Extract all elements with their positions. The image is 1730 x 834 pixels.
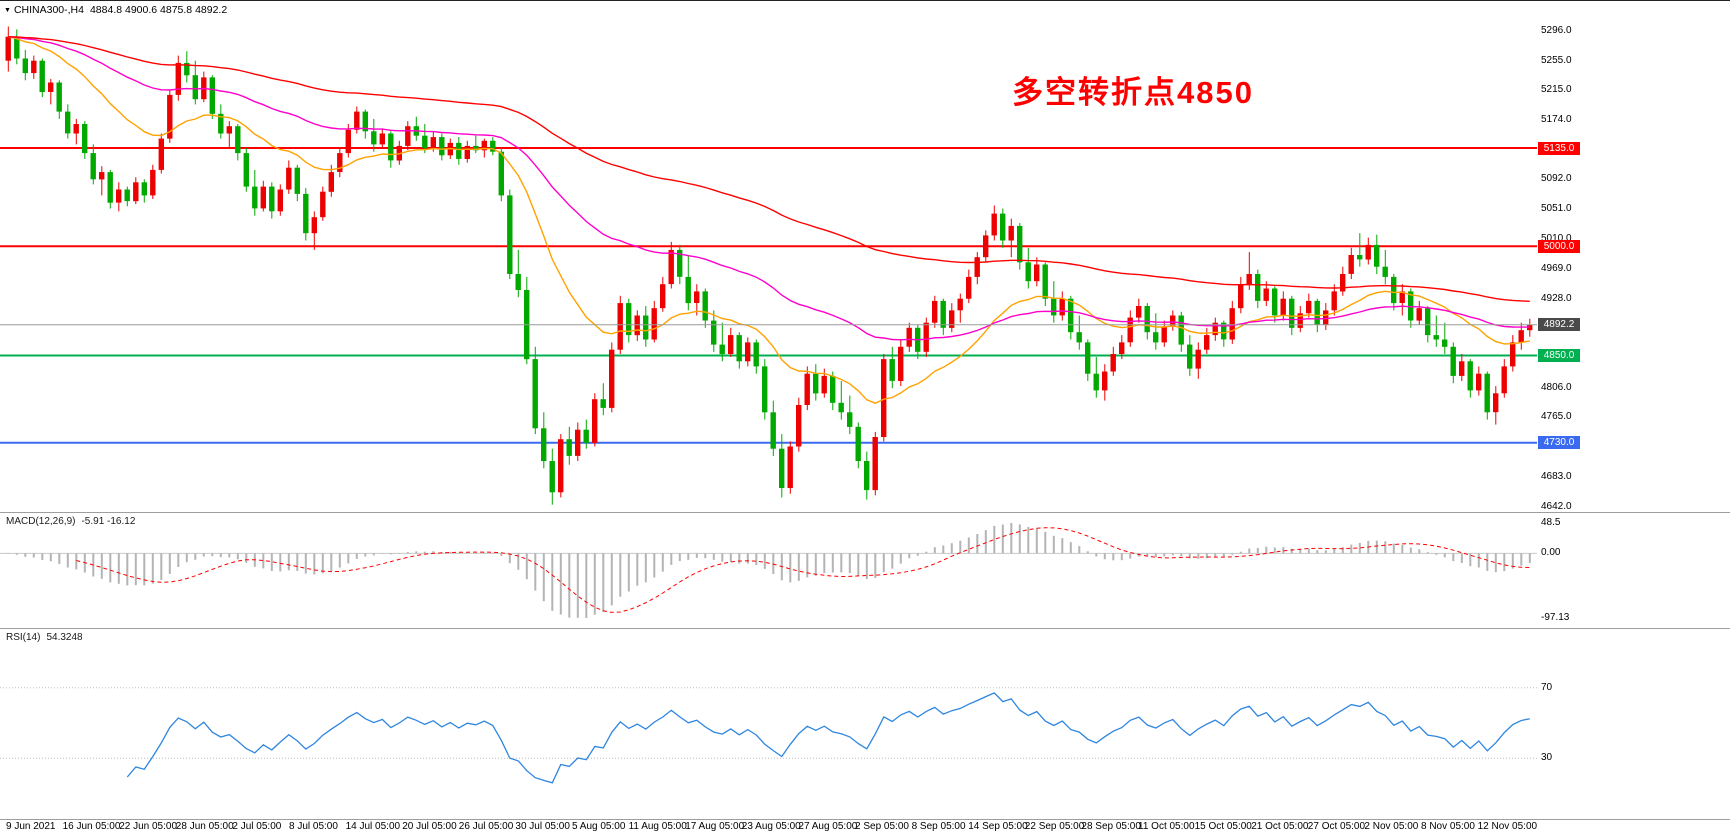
rsi-value: 54.3248 bbox=[46, 632, 83, 643]
rsi-tick-label: 70 bbox=[1541, 681, 1553, 693]
time-axis-label: 30 Jul 05:00 bbox=[515, 821, 570, 832]
time-axis-label: 17 Aug 05:00 bbox=[685, 821, 745, 832]
time-axis-label: 23 Aug 05:00 bbox=[741, 821, 801, 832]
time-axis-label: 14 Jul 05:00 bbox=[345, 821, 401, 832]
time-axis-label: 27 Oct 05:00 bbox=[1307, 821, 1366, 832]
macd-label: MACD(12,26,9) bbox=[6, 516, 76, 527]
price-tick-label: 4765.0 bbox=[1541, 411, 1572, 423]
time-axis-label: 15 Oct 05:00 bbox=[1194, 821, 1252, 832]
price-tick-label: 5010.0 bbox=[1541, 233, 1572, 245]
time-axis-label: 5 Aug 05:00 bbox=[572, 821, 626, 832]
price-chart-canvas[interactable] bbox=[0, 1, 1537, 512]
symbol-ohlc-label: ▼ CHINA300-,H4 4884.8 4900.6 4875.8 4892.2 bbox=[4, 4, 227, 16]
price-line-badge: 4730.0 bbox=[1538, 436, 1580, 450]
ohlc-values: 4884.8 4900.6 4875.8 4892.2 bbox=[89, 4, 228, 16]
symbol-name: CHINA300-,H4 bbox=[13, 4, 84, 16]
time-axis-label: 8 Nov 05:00 bbox=[1421, 821, 1475, 832]
time-axis-label: 22 Sep 05:00 bbox=[1024, 821, 1085, 832]
price-line-badge: 5135.0 bbox=[1538, 141, 1580, 155]
chart-marker-icon: ▼ bbox=[4, 6, 11, 14]
time-axis-label: 11 Oct 05:00 bbox=[1138, 821, 1195, 832]
price-line-badge: 4892.2 bbox=[1538, 318, 1580, 332]
price-tick-label: 4642.0 bbox=[1541, 500, 1572, 512]
price-tick-label: 4806.0 bbox=[1541, 381, 1572, 393]
time-axis-label: 20 Jul 05:00 bbox=[402, 821, 457, 832]
time-axis-label: 2 Jul 05:00 bbox=[232, 821, 282, 832]
panel-separator[interactable] bbox=[0, 512, 1730, 513]
macd-panel-canvas[interactable] bbox=[0, 513, 1537, 628]
time-axis-label: 26 Jul 05:00 bbox=[458, 821, 514, 832]
rsi-indicator-label: RSI(14) 54.3248 bbox=[6, 632, 83, 643]
price-line-badge: 5000.0 bbox=[1538, 239, 1580, 253]
time-axis-label: 2 Nov 05:00 bbox=[1364, 821, 1419, 832]
time-axis-label: 12 Nov 05:00 bbox=[1477, 821, 1538, 832]
price-line-badge: 4850.0 bbox=[1538, 348, 1580, 362]
price-tick-label: 5051.0 bbox=[1541, 203, 1572, 215]
macd-indicator-label: MACD(12,26,9) -5.91 -16.12 bbox=[6, 516, 135, 527]
price-tick-label: 5296.0 bbox=[1541, 24, 1572, 36]
panel-separator[interactable] bbox=[0, 628, 1730, 629]
rsi-panel-canvas[interactable] bbox=[0, 629, 1537, 819]
rsi-tick-label: 30 bbox=[1541, 752, 1553, 764]
panel-separator[interactable] bbox=[0, 819, 1730, 820]
macd-tick-label: -97.13 bbox=[1541, 612, 1570, 623]
macd-tick-label: 0.00 bbox=[1541, 547, 1561, 559]
time-axis-label: 9 Jun 2021 bbox=[6, 821, 56, 832]
price-tick-label: 4928.0 bbox=[1541, 292, 1572, 304]
price-tick-label: 5174.0 bbox=[1541, 113, 1572, 125]
rsi-label: RSI(14) bbox=[6, 632, 41, 643]
price-tick-label: 4683.0 bbox=[1541, 471, 1572, 483]
time-axis-label: 16 Jun 05:00 bbox=[62, 821, 121, 832]
time-axis-label: 14 Sep 05:00 bbox=[968, 821, 1028, 832]
price-tick-label: 5092.0 bbox=[1541, 173, 1572, 185]
time-axis-label: 11 Aug 05:00 bbox=[628, 821, 687, 832]
price-tick-label: 4969.0 bbox=[1541, 262, 1572, 274]
price-tick-label: 5215.0 bbox=[1541, 83, 1572, 95]
time-axis-label: 2 Sep 05:00 bbox=[855, 821, 909, 832]
price-tick-label: 5255.0 bbox=[1541, 54, 1572, 66]
time-axis-label: 22 Jun 05:00 bbox=[119, 821, 178, 832]
time-axis-label: 28 Jun 05:00 bbox=[175, 821, 234, 832]
time-axis-label: 21 Oct 05:00 bbox=[1251, 821, 1309, 832]
macd-tick-label: 48.5 bbox=[1541, 517, 1561, 528]
chart-annotation-text: 多空转折点4850 bbox=[1012, 75, 1254, 110]
time-axis-label: 8 Jul 05:00 bbox=[289, 821, 338, 832]
time-axis-label: 28 Sep 05:00 bbox=[1081, 821, 1141, 832]
macd-values: -5.91 -16.12 bbox=[81, 516, 136, 527]
time-axis-label: 27 Aug 05:00 bbox=[798, 821, 858, 832]
time-axis-label: 8 Sep 05:00 bbox=[911, 821, 966, 832]
